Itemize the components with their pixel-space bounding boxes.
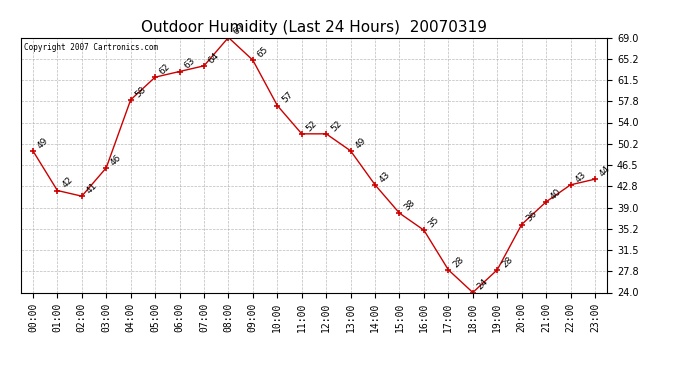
Text: 49: 49 (353, 136, 368, 150)
Text: 44: 44 (598, 164, 612, 178)
Text: 40: 40 (549, 187, 563, 201)
Text: 49: 49 (36, 136, 50, 150)
Text: 41: 41 (85, 181, 99, 195)
Text: 52: 52 (329, 118, 344, 133)
Text: 69: 69 (231, 22, 246, 37)
Text: 35: 35 (426, 215, 441, 229)
Text: Copyright 2007 Cartronics.com: Copyright 2007 Cartronics.com (23, 43, 158, 52)
Text: 57: 57 (280, 90, 295, 105)
Text: 43: 43 (573, 170, 588, 184)
Text: 28: 28 (451, 255, 466, 269)
Text: 24: 24 (475, 278, 490, 292)
Text: 46: 46 (109, 153, 124, 167)
Text: 36: 36 (524, 209, 539, 224)
Text: 38: 38 (402, 198, 417, 212)
Text: 62: 62 (158, 62, 172, 76)
Text: 28: 28 (500, 255, 515, 269)
Text: 64: 64 (207, 51, 221, 65)
Title: Outdoor Humidity (Last 24 Hours)  20070319: Outdoor Humidity (Last 24 Hours) 2007031… (141, 20, 487, 35)
Text: 58: 58 (133, 84, 148, 99)
Text: 63: 63 (182, 56, 197, 71)
Text: 52: 52 (304, 118, 319, 133)
Text: 42: 42 (60, 176, 75, 190)
Text: 43: 43 (378, 170, 392, 184)
Text: 65: 65 (255, 45, 270, 59)
